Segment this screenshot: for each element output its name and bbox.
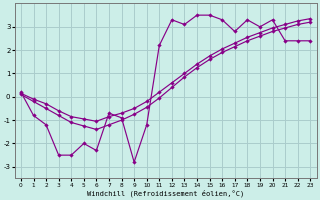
- X-axis label: Windchill (Refroidissement éolien,°C): Windchill (Refroidissement éolien,°C): [87, 189, 244, 197]
